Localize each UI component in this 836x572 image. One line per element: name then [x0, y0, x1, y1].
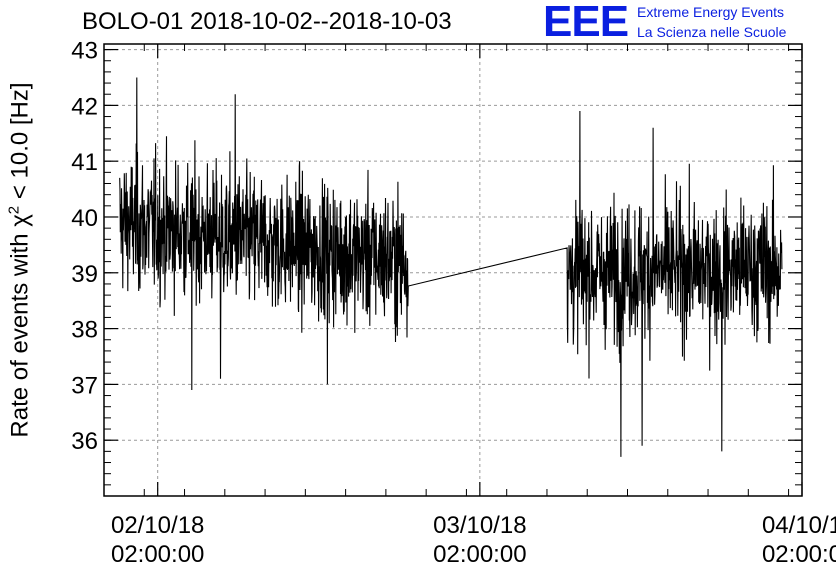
logo-text-line2: La Scienza nelle Scuole — [637, 24, 787, 40]
x-tick-label-time: 02:00:00 — [433, 541, 526, 568]
y-tick-label: 38 — [71, 317, 98, 344]
chart-title: BOLO-01 2018-10-02--2018-10-03 — [82, 8, 452, 35]
logo-mark: EEE — [543, 0, 629, 46]
y-tick-label: 41 — [71, 149, 98, 176]
grid-lines — [104, 44, 802, 496]
y-tick-label: 37 — [71, 372, 98, 399]
y-tick-label: 39 — [71, 261, 98, 288]
rate-series-line — [119, 77, 783, 457]
tick-labels: 363738394041424302/10/1802:00:0003/10/18… — [71, 38, 836, 568]
series-group — [119, 77, 783, 457]
x-tick-label-date: 02/10/18 — [111, 512, 204, 539]
plot-frame — [103, 43, 803, 497]
x-tick-label-date: 03/10/18 — [433, 512, 526, 539]
logo-text-line1: Extreme Energy Events — [637, 4, 785, 20]
y-tick-label: 43 — [71, 38, 98, 65]
x-tick-label-time: 02:00:00 — [111, 541, 204, 568]
y-tick-label: 40 — [71, 205, 98, 232]
x-tick-label-date: 04/10/1 — [762, 512, 836, 539]
y-tick-label: 36 — [71, 428, 98, 455]
axes-group — [103, 43, 803, 497]
x-tick-label-time: 02:00:0 — [762, 541, 836, 568]
eee-logo: EEE Extreme Energy Events La Scienza nel… — [543, 0, 835, 46]
y-tick-label: 42 — [71, 93, 98, 120]
